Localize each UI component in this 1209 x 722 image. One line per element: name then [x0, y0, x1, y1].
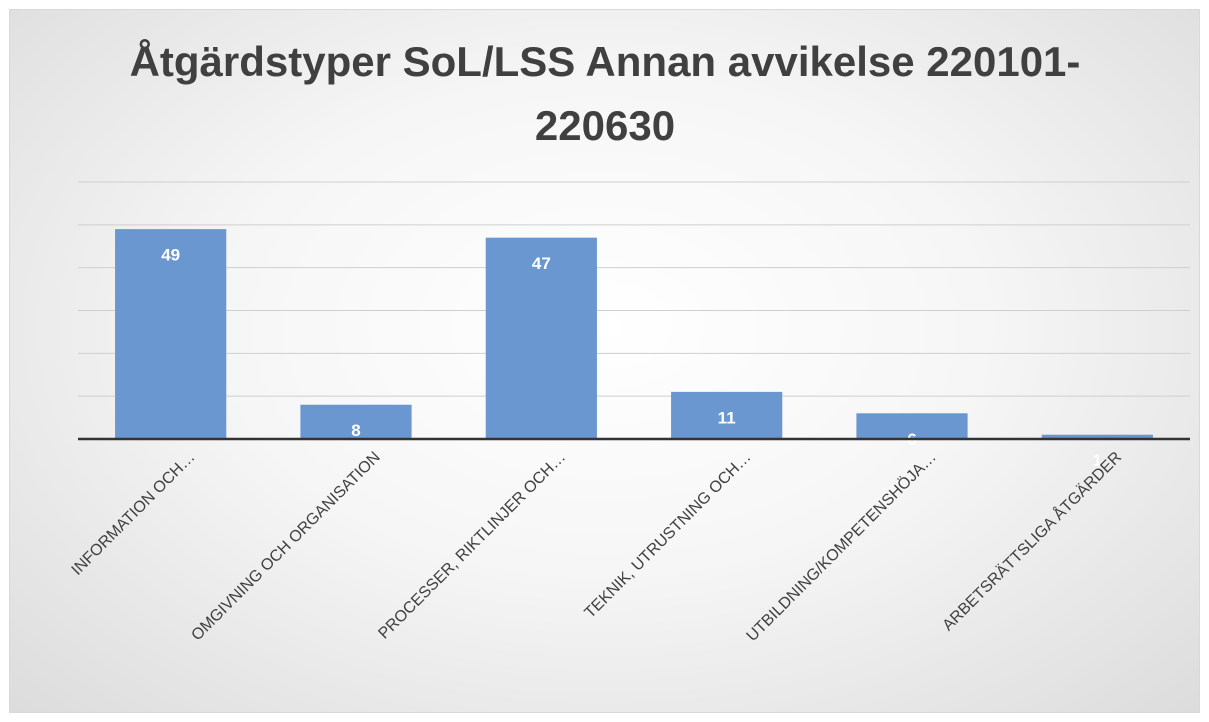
x-tick-label: INFORMATION OCH… [69, 449, 199, 579]
data-label: 11 [718, 408, 736, 427]
data-label: 8 [351, 421, 360, 440]
x-tick-label: PROCESSER, RIKTLINJER OCH… [375, 449, 569, 643]
bar [115, 229, 227, 439]
data-label: 1 [1093, 451, 1102, 470]
data-label: 49 [161, 246, 180, 265]
chart-title: Åtgärdstyper SoL/LSS Annan avvikelse 220… [129, 38, 1081, 149]
bar [485, 237, 597, 439]
x-tick-label: TEKNIK, UTRUSTNING OCH… [582, 449, 755, 622]
data-label: 47 [532, 254, 551, 273]
x-tick-label: UTBILDNING/KOMPETENSHÖJA… [743, 448, 940, 645]
bar [1041, 434, 1153, 439]
bar [856, 413, 968, 439]
bar [671, 391, 783, 439]
x-tick-label: OMGIVNING OCH ORGANISATION [188, 449, 383, 644]
x-tick-label: ARBETSRÄTTSLIGA ÅTGÄRDER [938, 447, 1125, 634]
bar [300, 404, 412, 439]
